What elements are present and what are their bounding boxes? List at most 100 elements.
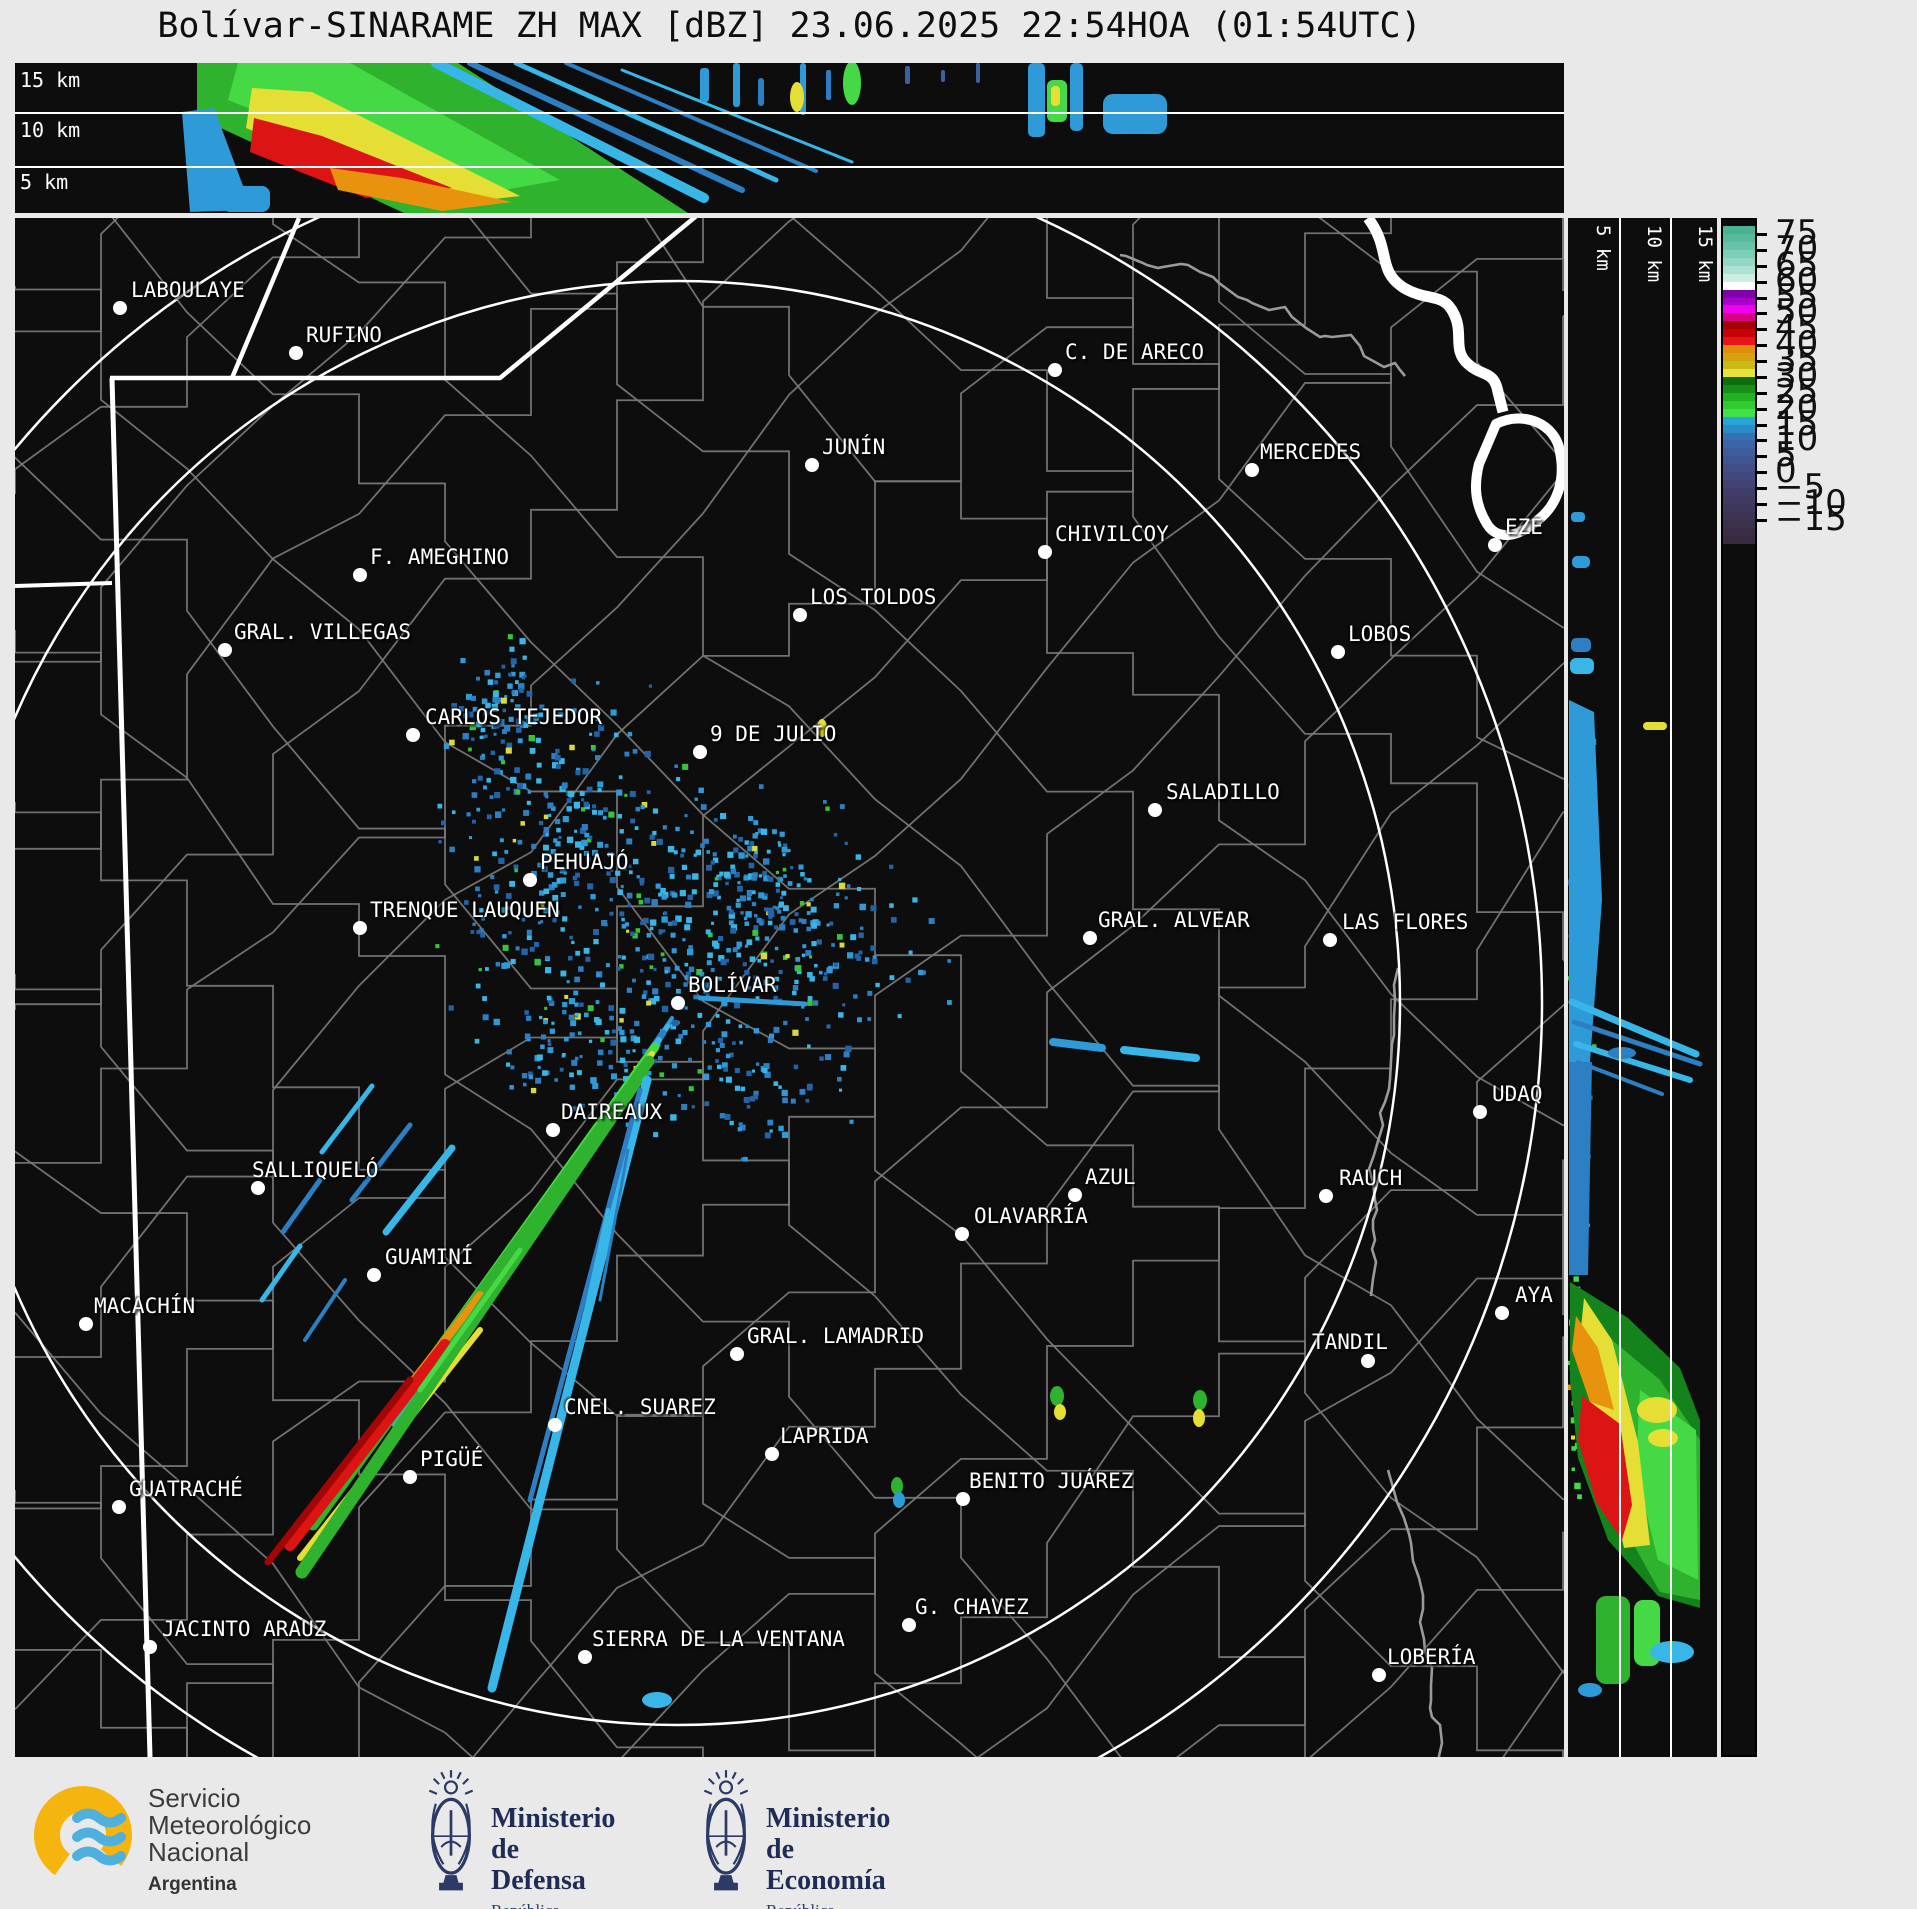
- city-label: CARLOS TEJEDOR: [425, 705, 603, 729]
- city-label: LABOULAYE: [131, 278, 245, 302]
- colorbar-segment: [1723, 480, 1755, 489]
- colorbar-tick: [1757, 344, 1767, 348]
- top-panel-5km-line: [15, 166, 1564, 168]
- city-dot: [548, 1418, 562, 1432]
- colorbar-tick: [1757, 455, 1767, 459]
- city-dot: [693, 745, 707, 759]
- ministry-defensa-text: Ministerio de Defensa República Argentin…: [491, 1803, 615, 1909]
- colorbar: [1721, 218, 1757, 1757]
- city-label: C. DE ARECO: [1065, 340, 1205, 364]
- city-dot: [403, 1470, 417, 1484]
- colorbar-segment: [1723, 472, 1755, 481]
- city-label: RUFINO: [306, 323, 382, 347]
- vcs-axis-label-15km: 15 km: [1694, 225, 1716, 283]
- top-cross-section-echoes: [182, 63, 1167, 213]
- colorbar-tick: [1757, 360, 1767, 364]
- colorbar-tick-label: −5: [1775, 467, 1826, 508]
- vertical-cross-section-echoes: [1568, 512, 1703, 1697]
- colorbar-segment: [1723, 368, 1755, 378]
- ministry-subtitle: República Argentina: [766, 1901, 890, 1909]
- product-title: Bolívar-SINARAME ZH MAX [dBZ] 23.06.2025…: [157, 6, 1422, 46]
- city-label: TRENQUE LAUQUEN: [370, 898, 560, 922]
- city-dot: [523, 873, 537, 887]
- colorbar-segment: [1723, 297, 1755, 307]
- colorbar-segment: [1723, 353, 1755, 362]
- city-label: GUAMINÍ: [385, 1245, 474, 1269]
- colorbar-tick: [1757, 328, 1767, 332]
- colorbar-segment: [1723, 337, 1755, 346]
- city-dot: [143, 1640, 157, 1654]
- colorbar-segment: [1723, 257, 1755, 267]
- city-label: LOS TOLDOS: [810, 585, 937, 609]
- colorbar-segment: [1723, 273, 1755, 283]
- colorbar-tick-label: 70: [1775, 229, 1819, 270]
- city-dot: [353, 921, 367, 935]
- colorbar-segment: [1723, 456, 1755, 466]
- colorbar-segment: [1723, 496, 1755, 505]
- colorbar-tick-label: 25: [1775, 371, 1819, 412]
- colorbar-tick: [1757, 375, 1767, 379]
- city-dot: [1331, 645, 1345, 659]
- ministry-economia-text: Ministerio de Economía República Argenti…: [766, 1803, 890, 1909]
- city-dot: [956, 1492, 970, 1506]
- city-label: CNEL. SUAREZ: [564, 1395, 716, 1419]
- city-dot: [251, 1181, 265, 1195]
- colorbar-segment: [1723, 361, 1755, 370]
- city-dot: [1319, 1189, 1333, 1203]
- colorbar-tick-label: 35: [1775, 340, 1819, 381]
- colorbar-segment: [1723, 289, 1755, 299]
- city-label: G. CHAVEZ: [915, 1595, 1029, 1619]
- city-dot: [546, 1123, 560, 1137]
- colorbar-segment: [1723, 503, 1755, 513]
- city-dot: [218, 643, 232, 657]
- colorbar-tick-label: 15: [1775, 403, 1819, 444]
- city-label: LOBERÍA: [1387, 1645, 1476, 1669]
- city-label: GRAL. VILLEGAS: [234, 620, 412, 644]
- city-label: LAPRIDA: [780, 1424, 869, 1448]
- city-label: LAS FLORES: [1342, 910, 1469, 934]
- city-dot: [113, 301, 127, 315]
- colorbar-tick: [1757, 312, 1767, 316]
- coat-of-arms-icon: [428, 1770, 474, 1891]
- colorbar-segment: [1723, 519, 1755, 529]
- city-dot: [1361, 1354, 1375, 1368]
- colorbar-segment: [1723, 408, 1755, 418]
- colorbar-segment: [1723, 400, 1755, 410]
- city-label: MERCEDES: [1260, 440, 1362, 464]
- colorbar-tick: [1757, 280, 1767, 284]
- colorbar-segment: [1723, 488, 1755, 497]
- city-dot: [1495, 1306, 1509, 1320]
- colorbar-tick-label: 60: [1775, 260, 1819, 301]
- vcs-5km-line: [1619, 218, 1621, 1757]
- colorbar-tick-label: 10: [1775, 419, 1819, 460]
- city-dot: [1323, 933, 1337, 947]
- colorbar-segment: [1723, 416, 1755, 426]
- colorbar-tick: [1757, 439, 1767, 443]
- colorbar-tick-label: 0: [1775, 451, 1797, 492]
- city-label: GRAL. ALVEAR: [1098, 908, 1250, 932]
- colorbar-segment: [1723, 440, 1755, 450]
- ministry-name: Ministerio: [491, 1803, 616, 1834]
- colorbar-tick-label: 40: [1775, 324, 1819, 365]
- city-label: RAUCH: [1339, 1166, 1403, 1190]
- ministry-name: Ministerio: [766, 1803, 891, 1834]
- city-dot: [902, 1618, 916, 1632]
- city-label: GUATRACHÉ: [129, 1477, 243, 1501]
- colorbar-segment: [1723, 527, 1755, 537]
- city-dot: [1473, 1105, 1487, 1119]
- city-dot: [578, 1650, 592, 1664]
- colorbar-segment: [1723, 511, 1755, 521]
- city-label: SIERRA DE LA VENTANA: [592, 1627, 845, 1651]
- colorbar-segment: [1723, 226, 1755, 235]
- colorbar-segment: [1723, 329, 1755, 338]
- colorbar-segment: [1723, 432, 1755, 442]
- city-dot: [1148, 803, 1162, 817]
- colorbar-segment: [1723, 281, 1755, 291]
- colorbar-segment: [1723, 464, 1755, 473]
- city-label: JACINTO ARAUZ: [162, 1617, 327, 1641]
- city-dot: [1372, 1668, 1386, 1682]
- colorbar-tick-label: 20: [1775, 387, 1819, 428]
- city-dot: [671, 996, 685, 1010]
- colorbar-segment: [1723, 392, 1755, 402]
- city-label: 9 DE JULIO: [710, 722, 837, 746]
